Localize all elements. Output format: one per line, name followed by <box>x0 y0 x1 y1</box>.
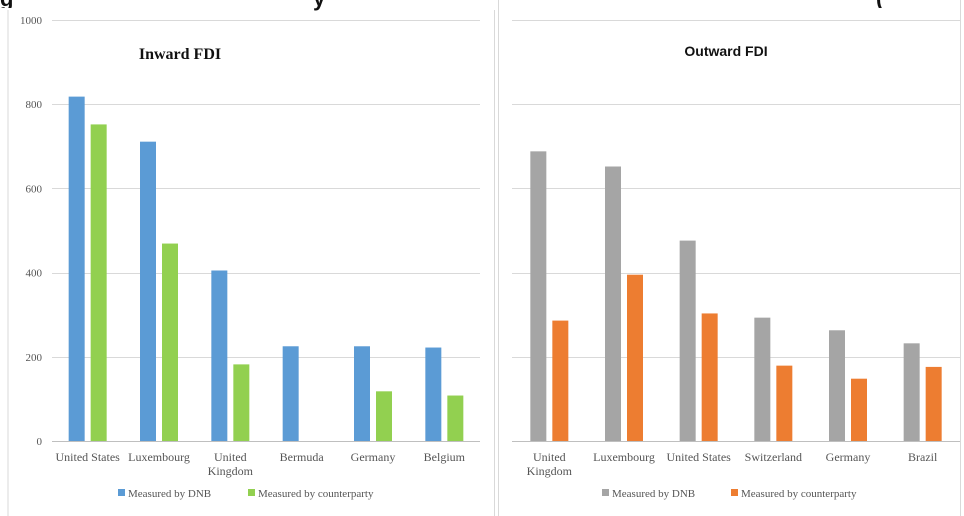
y-tick-label-600: 600 <box>26 183 43 195</box>
bar-measured-by-dnb-luxembourg <box>140 141 156 441</box>
bar-measured-by-counterparty-belgium <box>447 395 464 441</box>
y-tick-label-1000: 1000 <box>20 15 43 27</box>
y-tick-label-200: 200 <box>26 352 43 364</box>
y-tick-label-0: 0 <box>37 436 43 448</box>
x-tick-label-united-kingdom: United Kingdom <box>527 450 573 478</box>
x-tick-label-luxembourg: Luxembourg <box>593 450 655 464</box>
legend-swatch-measured-by-counterparty <box>731 489 738 496</box>
legend-swatch-measured-by-dnb <box>602 489 609 496</box>
x-tick-label-switzerland: Switzerland <box>745 450 802 464</box>
x-tick-label-brazil: Brazil <box>908 450 938 464</box>
bar-measured-by-dnb-united-states <box>68 96 85 441</box>
bar-measured-by-dnb-belgium <box>425 347 442 441</box>
x-tick-label-united-states: United States <box>667 450 732 464</box>
x-tick-label-belgium: Belgium <box>424 450 466 464</box>
bar-measured-by-dnb-united-states <box>679 240 696 441</box>
x-tick-label-germany: Germany <box>826 450 871 464</box>
bar-measured-by-counterparty-germany <box>851 378 867 441</box>
bar-measured-by-counterparty-united-states <box>90 124 107 442</box>
legend-label-measured-by-counterparty: Measured by counterparty <box>258 488 374 500</box>
legend-label-measured-by-dnb: Measured by DNB <box>612 488 695 500</box>
bar-measured-by-dnb-germany <box>354 346 370 441</box>
bar-measured-by-counterparty-united-states <box>701 313 718 441</box>
y-tick-label-400: 400 <box>26 268 43 280</box>
legend-label-measured-by-dnb: Measured by DNB <box>128 488 211 500</box>
bar-measured-by-counterparty-luxembourg <box>627 274 643 441</box>
heading-fragment-right: ( <box>876 0 883 8</box>
bar-measured-by-counterparty-united-kingdom <box>552 320 569 441</box>
bar-measured-by-dnb-united-kingdom <box>211 270 228 441</box>
inward-fdi-chart: 0 200 400 600 800 1000 Inward FDI United States… <box>20 15 480 500</box>
bar-measured-by-counterparty-brazil <box>925 366 942 441</box>
bar-measured-by-counterparty-switzerland <box>776 365 793 441</box>
legend-label-measured-by-counterparty: Measured by counterparty <box>741 488 857 500</box>
bar-measured-by-dnb-luxembourg <box>605 166 621 441</box>
chart-title: Inward FDI <box>139 46 221 63</box>
x-tick-label-united-states: United States <box>56 450 121 464</box>
heading-fragment-middle: y <box>313 0 326 11</box>
bar-measured-by-dnb-united-kingdom <box>530 151 547 442</box>
chart-title: Outward FDI <box>684 43 767 59</box>
heading-fragment-left: g <box>0 0 13 8</box>
x-tick-label-luxembourg: Luxembourg <box>128 450 190 464</box>
bar-measured-by-counterparty-united-kingdom <box>233 364 250 441</box>
legend-swatch-measured-by-dnb <box>118 489 125 496</box>
y-tick-label-800: 800 <box>26 99 43 111</box>
bar-measured-by-dnb-germany <box>829 330 845 441</box>
x-tick-label-germany: Germany <box>351 450 396 464</box>
bar-measured-by-dnb-switzerland <box>754 317 771 441</box>
x-tick-label-united-kingdom: United Kingdom <box>208 450 254 478</box>
outward-fdi-chart: Outward FDI United Kingdom Luxembourg United… <box>512 20 960 500</box>
bar-measured-by-dnb-brazil <box>903 343 920 441</box>
legend-swatch-measured-by-counterparty <box>248 489 255 496</box>
bar-measured-by-counterparty-luxembourg <box>162 243 178 441</box>
bar-measured-by-dnb-bermuda <box>282 346 299 441</box>
bar-measured-by-counterparty-germany <box>376 391 392 441</box>
x-tick-label-bermuda: Bermuda <box>280 450 325 464</box>
cut-off-figure-heading: g ( <box>0 0 964 8</box>
